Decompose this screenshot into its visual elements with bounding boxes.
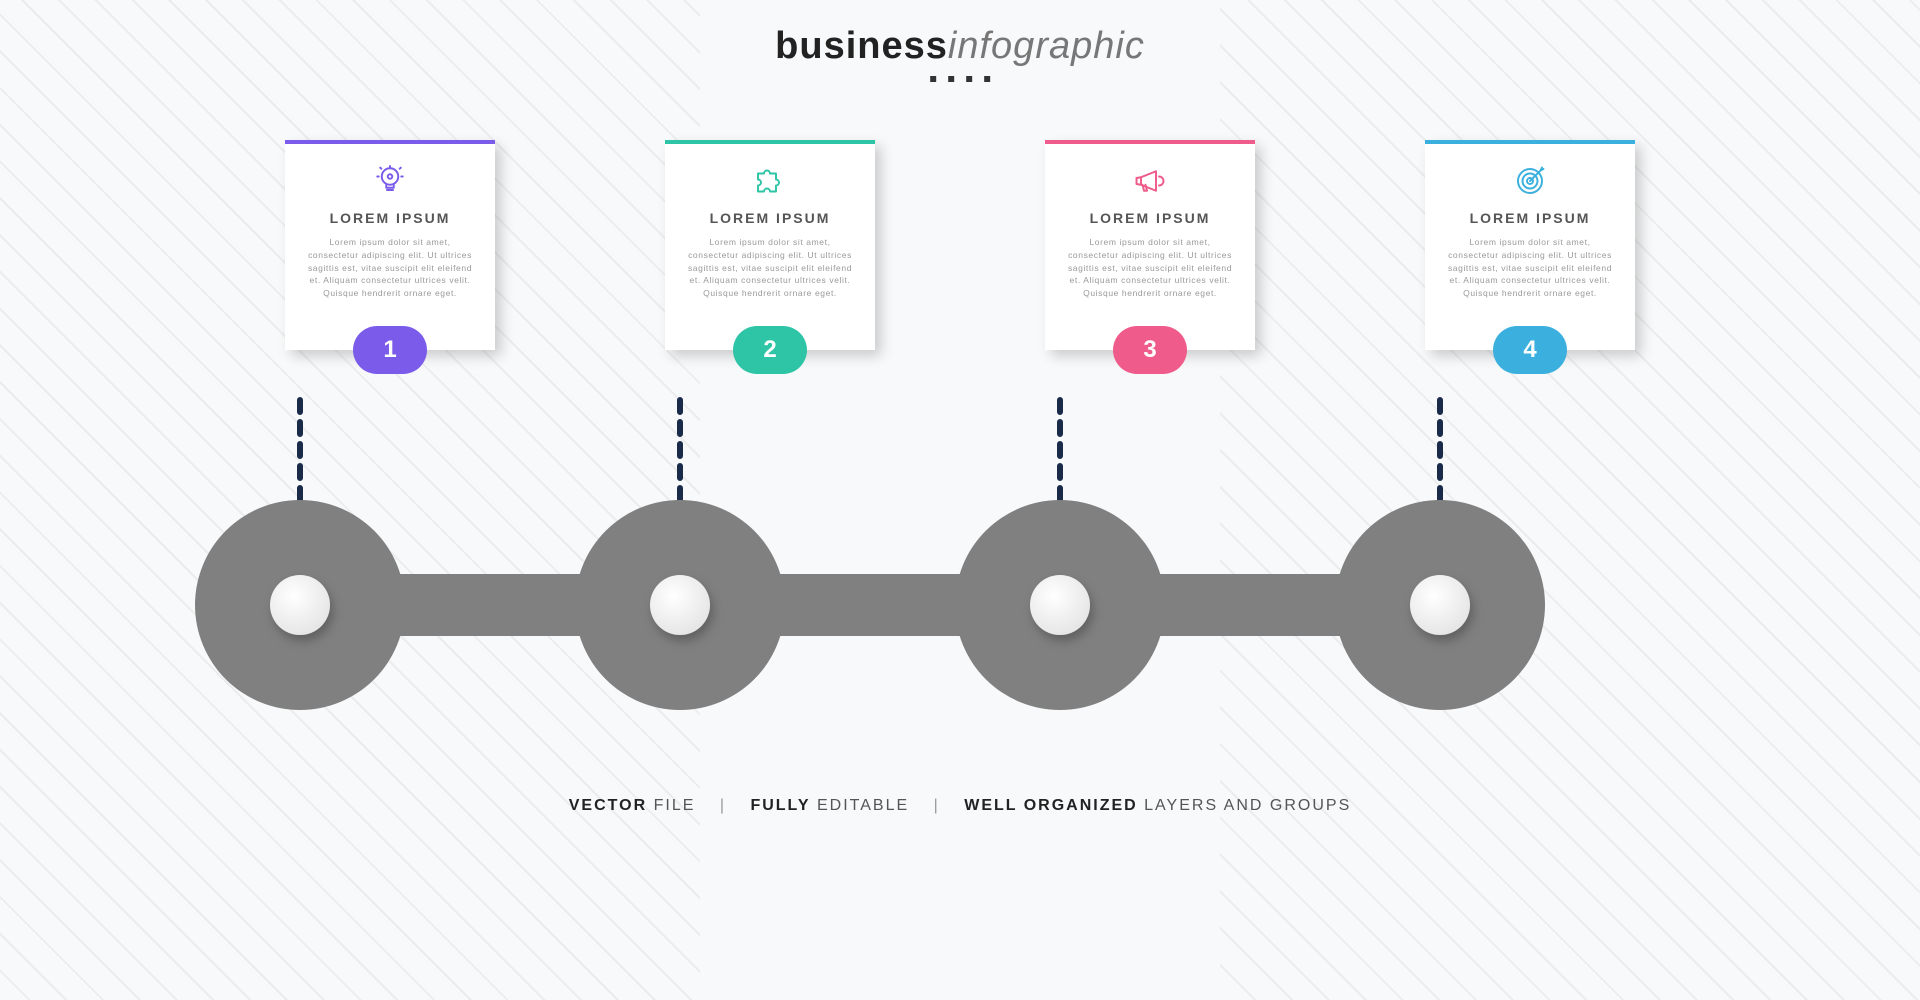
title-dot (966, 76, 972, 82)
footer-item-bold: WELL ORGANIZED (964, 797, 1137, 814)
footer: VECTOR FILE | FULLY EDITABLE | WELL ORGA… (569, 797, 1352, 815)
card-heading: LOREM IPSUM (710, 210, 831, 226)
number-pill-3: 3 (1113, 326, 1187, 374)
footer-item-light: FILE (654, 797, 696, 814)
card-4: LOREM IPSUM Lorem ipsum dolor sit amet, … (1425, 140, 1635, 350)
step-number: 3 (1143, 336, 1156, 364)
footer-item-light: EDITABLE (817, 797, 909, 814)
title-dot (984, 76, 990, 82)
step-2: LOREM IPSUM Lorem ipsum dolor sit amet, … (665, 140, 875, 374)
step-1: LOREM IPSUM Lorem ipsum dolor sit amet, … (285, 140, 495, 374)
footer-item-bold: FULLY (750, 797, 810, 814)
step-number: 1 (383, 336, 396, 364)
steps-container: LOREM IPSUM Lorem ipsum dolor sit amet, … (285, 140, 1635, 374)
title-section: businessinfographic (775, 25, 1145, 82)
step-number: 4 (1523, 336, 1536, 364)
step-3: LOREM IPSUM Lorem ipsum dolor sit amet, … (1045, 140, 1255, 374)
card-heading: LOREM IPSUM (330, 210, 451, 226)
title-dot (948, 76, 954, 82)
number-pill-2: 2 (733, 326, 807, 374)
title-bold: business (775, 25, 948, 67)
timeline-blob (195, 500, 1545, 710)
card-3: LOREM IPSUM Lorem ipsum dolor sit amet, … (1045, 140, 1255, 350)
card-heading: LOREM IPSUM (1470, 210, 1591, 226)
footer-separator: | (934, 797, 940, 814)
puzzle-icon (752, 152, 788, 210)
timeline-small-circles (270, 575, 1470, 635)
card-body: Lorem ipsum dolor sit amet, consectetur … (305, 236, 475, 300)
footer-item-light: LAYERS AND GROUPS (1144, 797, 1351, 814)
step-4: LOREM IPSUM Lorem ipsum dolor sit amet, … (1425, 140, 1635, 374)
title-dots (775, 76, 1145, 82)
target-icon (1512, 152, 1548, 210)
card-body: Lorem ipsum dolor sit amet, consectetur … (1065, 236, 1235, 300)
footer-item-bold: VECTOR (569, 797, 647, 814)
card-2: LOREM IPSUM Lorem ipsum dolor sit amet, … (665, 140, 875, 350)
title-light: infographic (948, 25, 1145, 67)
card-body: Lorem ipsum dolor sit amet, consectetur … (685, 236, 855, 300)
step-number: 2 (763, 336, 776, 364)
number-pill-1: 1 (353, 326, 427, 374)
card-body: Lorem ipsum dolor sit amet, consectetur … (1445, 236, 1615, 300)
title-dot (930, 76, 936, 82)
main-title: businessinfographic (775, 25, 1145, 68)
number-pill-4: 4 (1493, 326, 1567, 374)
dash-connectors (300, 400, 1440, 585)
card-heading: LOREM IPSUM (1090, 210, 1211, 226)
footer-separator: | (720, 797, 726, 814)
card-1: LOREM IPSUM Lorem ipsum dolor sit amet, … (285, 140, 495, 350)
timeline-svg (0, 0, 1920, 845)
lightbulb-icon (372, 152, 408, 210)
megaphone-icon (1132, 152, 1168, 210)
